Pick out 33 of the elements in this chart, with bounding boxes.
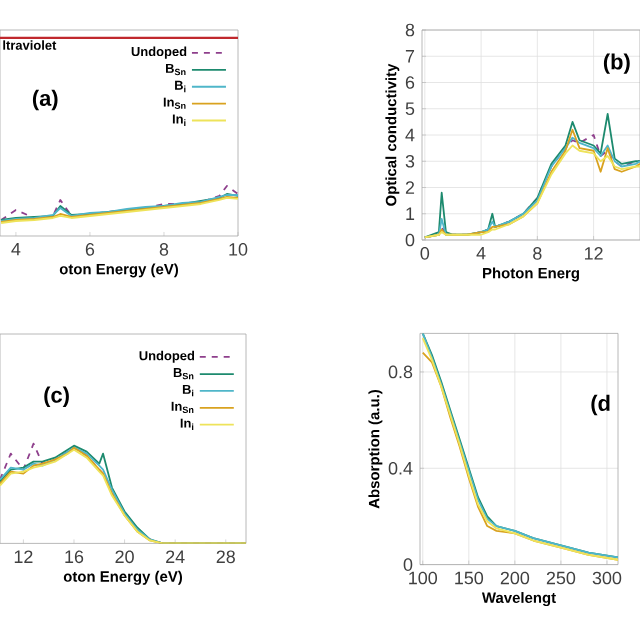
x-tick-label: 24 — [166, 550, 185, 563]
annotation: (d — [591, 394, 610, 416]
y-tick-label: 8 — [405, 23, 415, 37]
y-tick-label: 0.8 — [388, 365, 413, 379]
annotation: (b) — [603, 53, 630, 74]
x-tick-label: 8 — [533, 247, 542, 260]
y-tick-label: 4 — [405, 128, 415, 142]
y-tick-label: 0.4 — [388, 461, 413, 475]
x-tick-label: 150 — [455, 571, 484, 585]
x-tick-label: 20 — [115, 550, 134, 564]
text: (c) — [44, 386, 69, 408]
text: (a) — [32, 89, 58, 111]
y-tick-label: 2 — [405, 181, 415, 194]
y-tick-label: 0 — [405, 233, 415, 247]
x-tick-label: 200 — [500, 571, 530, 585]
x-tick-label: 8 — [159, 243, 169, 256]
x-tick-label: 16 — [65, 550, 84, 564]
x-tick-label: 10 — [229, 243, 248, 256]
x-tick-label: 12 — [584, 247, 603, 260]
x-tick-label: 250 — [546, 571, 576, 585]
y-tick-label: 5 — [405, 102, 415, 116]
y-tick-label: 7 — [405, 50, 415, 63]
x-tick-label: 300 — [592, 571, 622, 585]
x-tick-label: 12 — [14, 550, 33, 563]
x-tick-label: 0 — [420, 247, 430, 260]
y-tick-label: 1 — [406, 207, 415, 220]
y-tick-label: 3 — [405, 154, 415, 168]
x-tick-label: 4 — [476, 247, 486, 260]
x-tick-label: 4 — [11, 243, 21, 256]
x-tick-label: 100 — [409, 571, 438, 585]
y-tick-label: 6 — [405, 76, 415, 89]
x-tick-label: 6 — [85, 243, 95, 256]
x-tick-label: 28 — [216, 550, 235, 564]
